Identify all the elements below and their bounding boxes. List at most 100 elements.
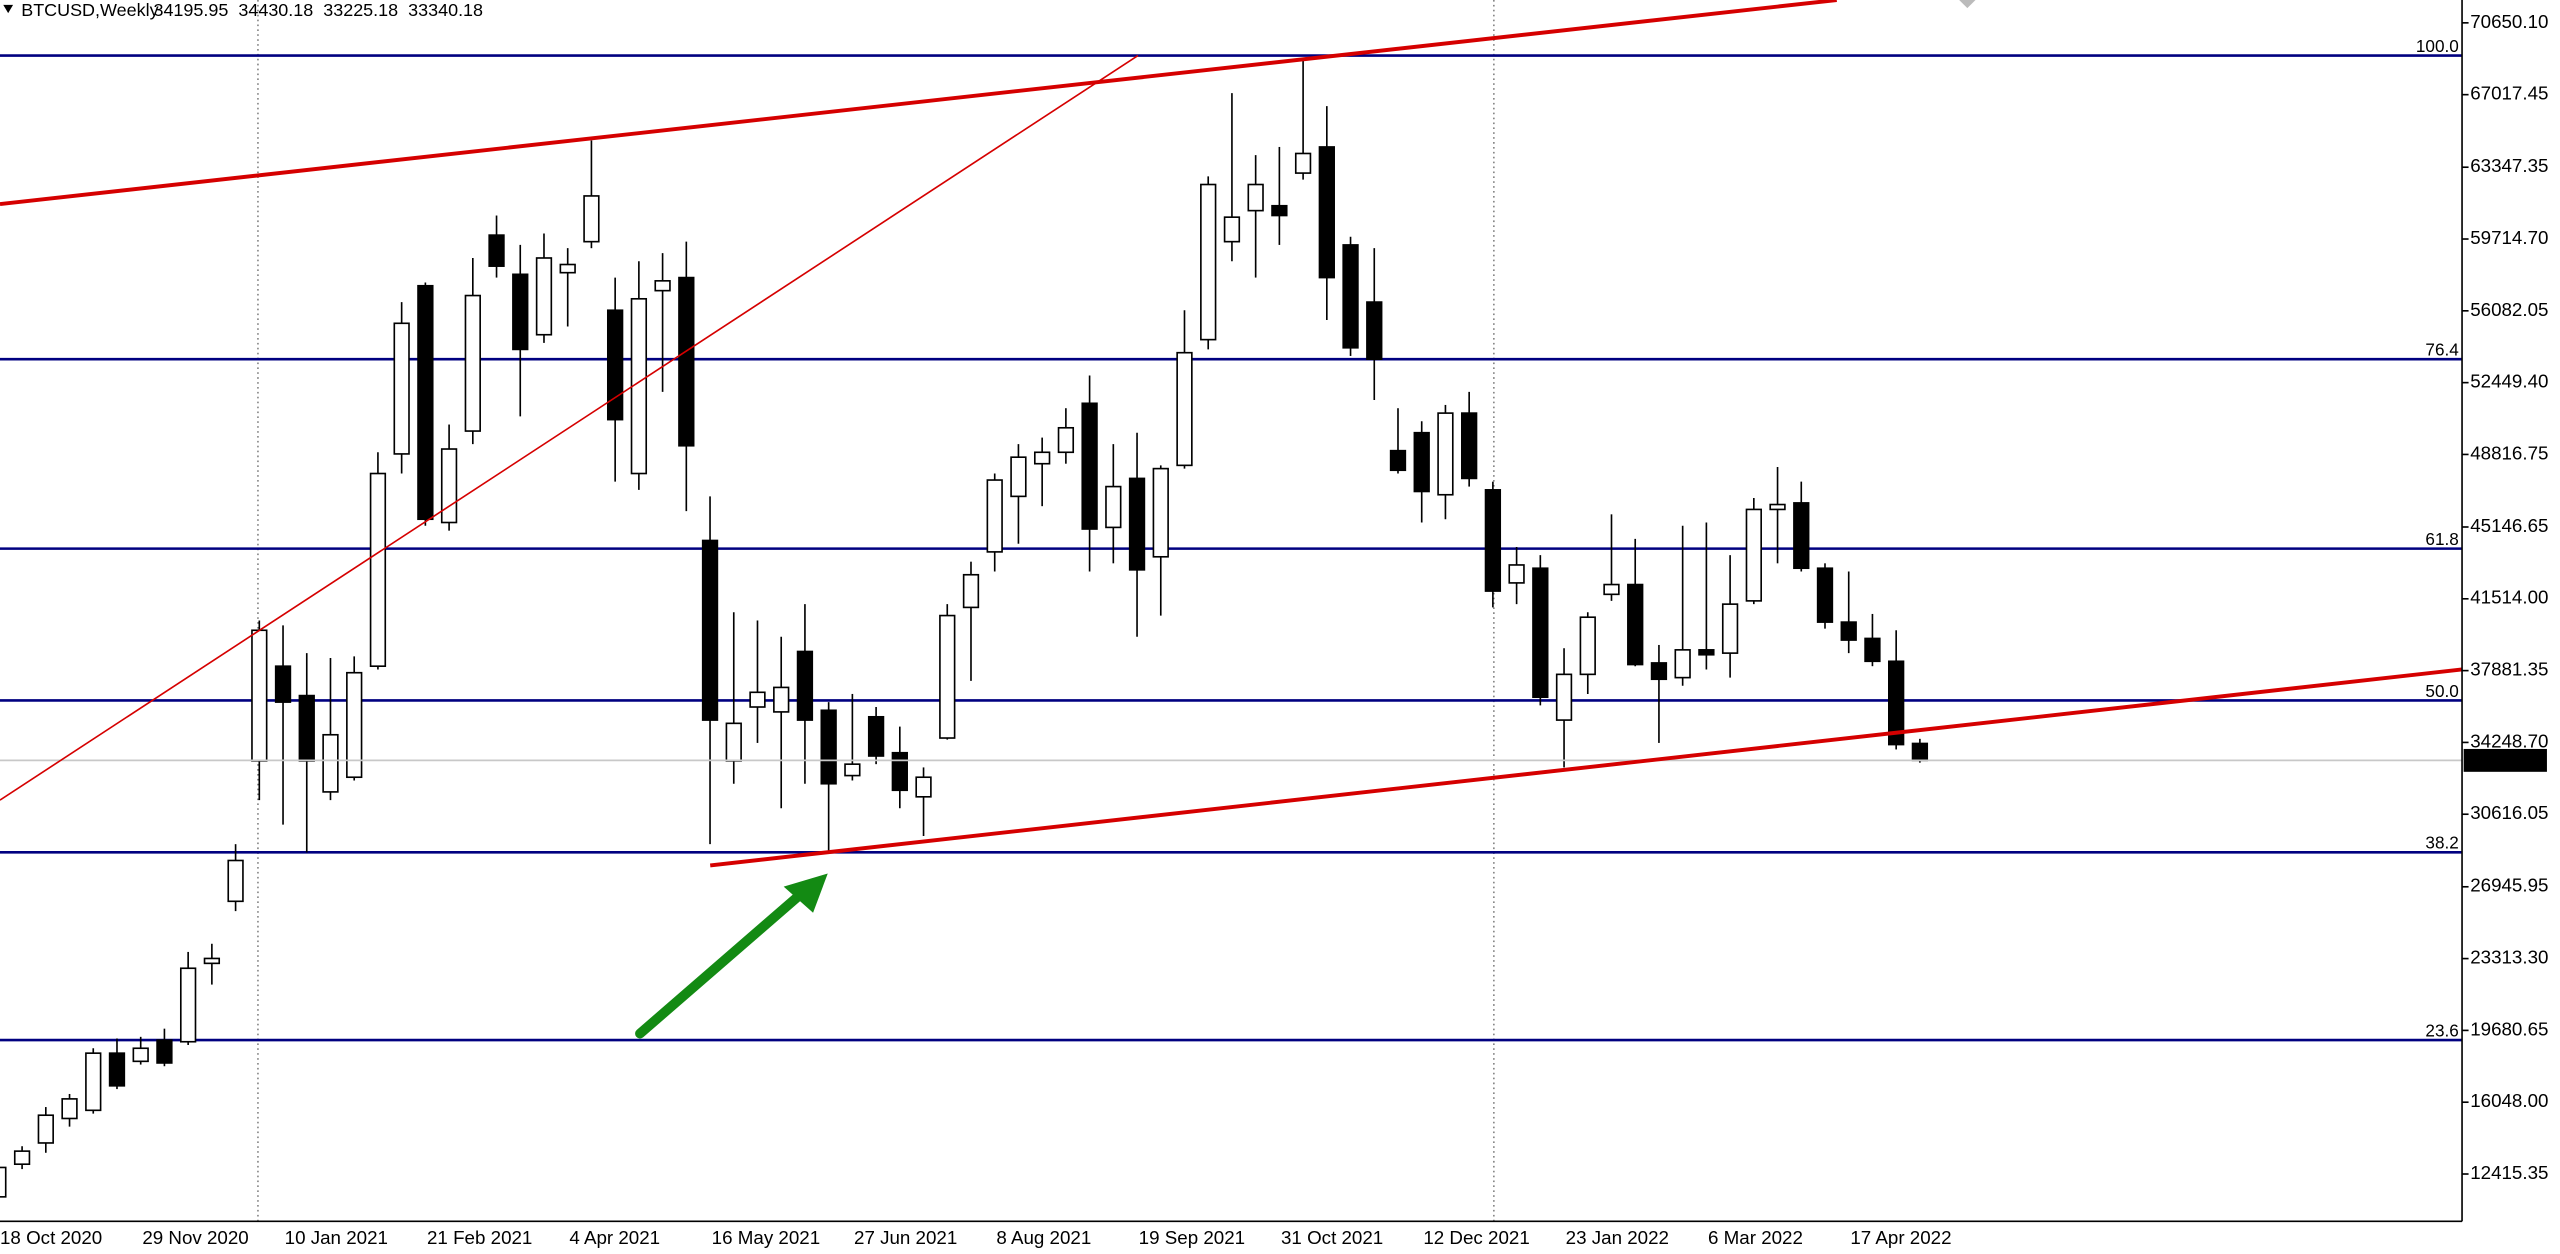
x-tick-label: 6 Mar 2022: [1708, 1227, 1803, 1248]
ohlc-close: 33340.18: [408, 0, 483, 20]
x-tick-label: 12 Dec 2021: [1423, 1227, 1529, 1248]
candle-body: [1769, 503, 1786, 511]
candle-body: [773, 686, 790, 713]
candle-body: [1366, 301, 1383, 361]
y-tick-label: 30616.05: [2470, 802, 2548, 823]
candle-body: [322, 733, 339, 793]
candle-body: [820, 709, 837, 785]
y-tick-label: 37881.35: [2470, 659, 2548, 680]
y-tick-label: 63347.35: [2470, 155, 2548, 176]
candle-body: [1532, 567, 1549, 699]
candle-body: [274, 665, 292, 703]
candle-body: [1437, 412, 1454, 496]
candle-body: [1342, 244, 1359, 349]
candle-body: [108, 1052, 126, 1087]
marker: [1959, 0, 1976, 9]
candle-body: [369, 472, 387, 668]
candle-body: [1603, 583, 1620, 596]
y-tick-label: 19680.65: [2470, 1018, 2548, 1039]
fibonacci-levels: 100.0 76.4 61.8 50.0 38.2 23.6: [0, 36, 2463, 1042]
x-tick-label: 10 Jan 2021: [285, 1227, 388, 1248]
candle-body: [1176, 351, 1193, 467]
candle-body: [1674, 649, 1691, 679]
candle-body: [1864, 637, 1881, 663]
candle-body: [179, 967, 197, 1043]
candle-body: [417, 284, 434, 521]
candle-body: [1128, 477, 1146, 571]
x-tick-label: 8 Aug 2021: [996, 1227, 1091, 1248]
candle-body: [1294, 152, 1312, 174]
x-tick-label: 29 Nov 2020: [142, 1227, 248, 1248]
candle-body: [1010, 456, 1027, 498]
candle-body: [346, 671, 363, 779]
candle-body: [583, 195, 600, 243]
candle-body: [1389, 449, 1407, 472]
candle-body: [1033, 451, 1051, 465]
candle-body: [1271, 204, 1288, 217]
fib-label: 38.2: [2425, 833, 2458, 853]
x-tick-label: 16 May 2021: [712, 1227, 820, 1248]
candle-body: [203, 957, 221, 965]
candle-body: [298, 694, 315, 762]
candle-body: [606, 309, 624, 421]
trendline: [0, 54, 1139, 801]
fib-label: 50.0: [2425, 681, 2458, 701]
candle-body: [1555, 673, 1573, 721]
candle-body: [1318, 146, 1335, 279]
candle-body: [1745, 508, 1762, 602]
x-tick-label: 18 Oct 2020: [0, 1227, 102, 1248]
candle-body: [251, 629, 268, 762]
ohlc-high: 34430.18: [238, 0, 313, 20]
trendline: [709, 667, 2463, 868]
chart-title: BTCUSD,Weekly: [21, 0, 158, 20]
x-tick-label: 27 Jun 2021: [854, 1227, 957, 1248]
candle-body: [440, 448, 458, 524]
candles: [0, 58, 2463, 1198]
x-tick-label: 17 Apr 2022: [1850, 1227, 1951, 1248]
x-tick-label: 4 Apr 2021: [569, 1227, 660, 1248]
candle-body: [1247, 183, 1264, 212]
candle-body: [535, 257, 553, 336]
x-tick-label: 23 Jan 2022: [1566, 1227, 1669, 1248]
ohlc-open: 34195.95: [153, 0, 228, 20]
y-tick-label: 34248.70: [2470, 730, 2548, 751]
candle-body: [1152, 467, 1169, 558]
y-tick-label: 12415.35: [2470, 1162, 2548, 1183]
candle-body: [1627, 583, 1644, 666]
candle-body: [0, 1166, 7, 1198]
price-label: 33340.18: [2469, 748, 2547, 769]
candle-body: [939, 614, 956, 739]
candle-body: [1911, 742, 1929, 762]
y-tick-label: 23313.30: [2470, 947, 2548, 968]
y-tick-label: 48816.75: [2470, 442, 2548, 463]
fib-label: 61.8: [2425, 529, 2458, 549]
candle-body: [1484, 489, 1502, 592]
candle-body: [654, 280, 671, 292]
candle-body: [986, 479, 1003, 553]
candle-body: [1223, 216, 1241, 243]
y-tick-label: 59714.70: [2470, 227, 2548, 248]
candle-body: [1460, 412, 1478, 480]
candle-body: [844, 763, 861, 777]
candle-body: [464, 294, 481, 432]
y-tick-label: 26945.95: [2470, 875, 2548, 896]
candle-body: [1579, 616, 1596, 676]
axes: 70650.10 67017.45 63347.35 59714.70 56082.05…: [0, 11, 2548, 1248]
y-tick-label: 16048.00: [2470, 1090, 2548, 1111]
candle-body: [37, 1114, 54, 1144]
arrow: [635, 889, 805, 1039]
fib-label: 76.4: [2425, 340, 2459, 360]
candle-body: [891, 751, 908, 792]
candle-body: [749, 691, 766, 708]
y-tick-label: 67017.45: [2470, 83, 2548, 104]
x-tick-label: 21 Feb 2021: [427, 1227, 532, 1248]
candle-body: [725, 722, 742, 762]
fib-label: 23.6: [2425, 1020, 2458, 1040]
candle-body: [915, 776, 932, 798]
candle-body: [393, 322, 410, 455]
y-tick-label: 56082.05: [2470, 299, 2548, 320]
candle-body: [1200, 183, 1217, 341]
candle-body: [488, 234, 505, 267]
candle-body: [1698, 649, 1715, 656]
